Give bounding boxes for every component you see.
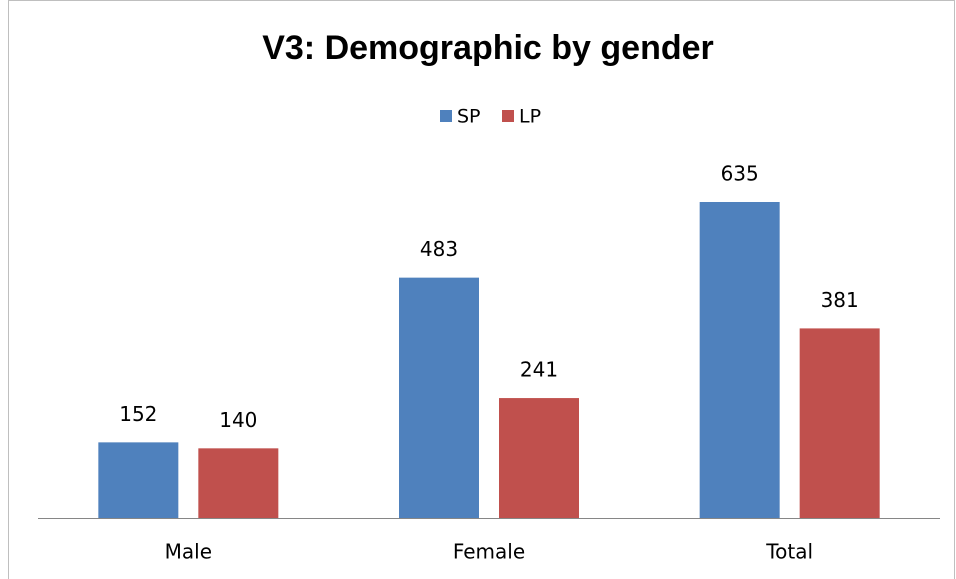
legend-label: LP xyxy=(519,106,541,128)
x-tick-label: Male xyxy=(165,540,212,564)
legend-swatch xyxy=(440,110,452,122)
x-tick-label: Total xyxy=(765,540,813,564)
data-label: 152 xyxy=(119,402,157,426)
data-label: 635 xyxy=(721,162,759,186)
data-label: 483 xyxy=(420,237,458,261)
bar xyxy=(499,398,579,518)
bar xyxy=(198,448,279,518)
data-label: 241 xyxy=(520,358,558,382)
bar xyxy=(799,328,880,518)
legend-swatch xyxy=(502,110,514,122)
bar xyxy=(98,442,179,518)
data-label: 381 xyxy=(821,288,859,312)
data-label: 140 xyxy=(219,408,257,432)
bar xyxy=(399,277,479,518)
legend-label: SP xyxy=(457,106,481,128)
bar xyxy=(699,202,780,518)
x-tick-label: Female xyxy=(453,540,525,564)
chart-title: V3: Demographic by gender xyxy=(262,29,714,67)
